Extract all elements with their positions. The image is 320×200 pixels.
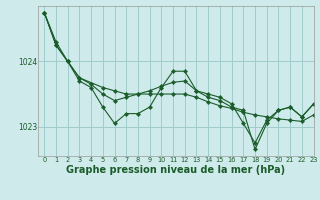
X-axis label: Graphe pression niveau de la mer (hPa): Graphe pression niveau de la mer (hPa)	[67, 165, 285, 175]
